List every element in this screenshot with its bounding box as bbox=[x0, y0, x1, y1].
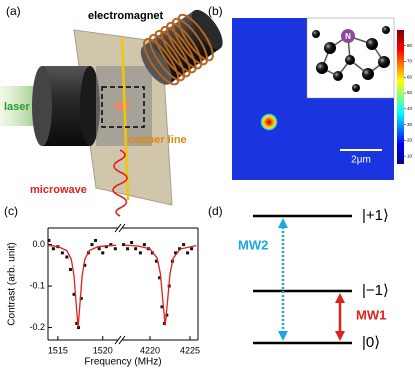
y-axis-label: Contrast (arb. unit) bbox=[7, 242, 18, 325]
panel-label: (d) bbox=[208, 204, 223, 218]
data-point bbox=[158, 276, 162, 280]
data-point bbox=[68, 267, 72, 271]
arrow-head bbox=[335, 331, 345, 341]
data-point bbox=[51, 247, 55, 251]
nv-spot bbox=[260, 113, 278, 131]
label-electromagnet: electromagnet bbox=[88, 10, 164, 22]
level-label: |0⟩ bbox=[362, 334, 380, 351]
data-point bbox=[60, 251, 64, 255]
sample-spot bbox=[114, 101, 130, 111]
fluorescence-image: (b) N 2μm bbox=[208, 4, 404, 180]
fit-line bbox=[124, 244, 197, 326]
colorbar-tick-label: 50 bbox=[407, 90, 413, 95]
data-point bbox=[190, 247, 194, 251]
label-microwave: microwave bbox=[30, 184, 87, 196]
y-tick-label: -0.1 bbox=[29, 280, 45, 290]
colorbar-tick-label: 40 bbox=[407, 106, 413, 111]
data-point bbox=[126, 247, 130, 251]
x-axis-label: Frequency (MHz) bbox=[84, 357, 161, 368]
data-point bbox=[83, 263, 87, 267]
axis-break bbox=[118, 335, 126, 345]
arrow-head bbox=[335, 293, 345, 303]
data-point bbox=[178, 247, 182, 251]
colorbar-tick-label: 80 bbox=[407, 43, 413, 48]
data-point bbox=[101, 251, 105, 255]
data-point bbox=[154, 259, 158, 263]
data-point bbox=[75, 321, 79, 325]
scale-bar-label: 2μm bbox=[351, 155, 371, 166]
level-label: |−1⟩ bbox=[362, 282, 389, 299]
data-point bbox=[174, 251, 178, 255]
x-tick-label: 4220 bbox=[140, 345, 160, 355]
colorbar-tick-label: 70 bbox=[407, 59, 413, 64]
colorbar-tick-label: 10 bbox=[407, 153, 413, 158]
copper-line-wire bbox=[120, 37, 130, 201]
data-point bbox=[130, 241, 134, 245]
nitrogen-atom bbox=[341, 29, 355, 43]
molecule-atoms bbox=[312, 26, 390, 92]
x-tick-label: 4225 bbox=[180, 345, 200, 355]
axis-break bbox=[114, 335, 122, 345]
data-point bbox=[65, 255, 69, 259]
data-point bbox=[113, 247, 117, 251]
microwave-wave bbox=[112, 149, 128, 217]
label-copper-line: copper line bbox=[128, 134, 187, 146]
data-point bbox=[90, 243, 94, 247]
x-tick-label: 1520 bbox=[93, 345, 113, 355]
axis-break bbox=[118, 223, 126, 233]
arrow-head bbox=[278, 218, 288, 228]
data-point bbox=[160, 305, 164, 309]
setup-illustration: (a) electromagnet laser copper line micr… bbox=[0, 4, 223, 217]
panel-label: (c) bbox=[4, 204, 18, 218]
arrow-head bbox=[278, 331, 288, 341]
colorbar bbox=[397, 30, 404, 164]
data-point bbox=[134, 247, 138, 251]
data-point bbox=[72, 292, 76, 296]
objective-end bbox=[32, 66, 52, 146]
data-point bbox=[182, 243, 186, 247]
y-tick-label: -0.2 bbox=[29, 322, 45, 332]
atom-label: N bbox=[345, 32, 351, 41]
objective-front bbox=[80, 66, 100, 146]
data-point bbox=[79, 297, 83, 301]
electromagnet-shape bbox=[140, 9, 223, 86]
colorbar-tick-label: 60 bbox=[407, 74, 413, 79]
mw2-label: MW2 bbox=[238, 237, 268, 252]
colorbar-tick-label: 20 bbox=[407, 138, 413, 143]
mw1-label: MW1 bbox=[356, 307, 386, 322]
data-point bbox=[109, 243, 113, 247]
panel-label: (a) bbox=[6, 4, 21, 18]
data-point bbox=[47, 238, 51, 242]
dashed-box bbox=[101, 86, 145, 128]
data-point bbox=[97, 247, 101, 251]
data-point bbox=[186, 251, 190, 255]
energy-diagram: (d) |+1⟩ |−1⟩ |0⟩ MW2 MW1 bbox=[208, 204, 389, 351]
data-point bbox=[94, 238, 98, 242]
data-point bbox=[104, 245, 108, 249]
data-point bbox=[142, 243, 146, 247]
panel-label: (b) bbox=[208, 4, 223, 18]
odmr-chart: (c) Contrast (arb. unit) Frequency (MHz)… bbox=[4, 204, 200, 367]
axis-break bbox=[114, 223, 122, 233]
data-point bbox=[122, 243, 126, 247]
y-tick-label: 0.0 bbox=[32, 239, 45, 249]
x-tick-label: 1515 bbox=[48, 345, 68, 355]
level-label: |+1⟩ bbox=[362, 207, 389, 224]
colorbar-tick-label: 30 bbox=[407, 122, 413, 127]
data-point bbox=[138, 251, 142, 255]
label-laser: laser bbox=[4, 101, 30, 113]
fit-line bbox=[48, 244, 117, 328]
